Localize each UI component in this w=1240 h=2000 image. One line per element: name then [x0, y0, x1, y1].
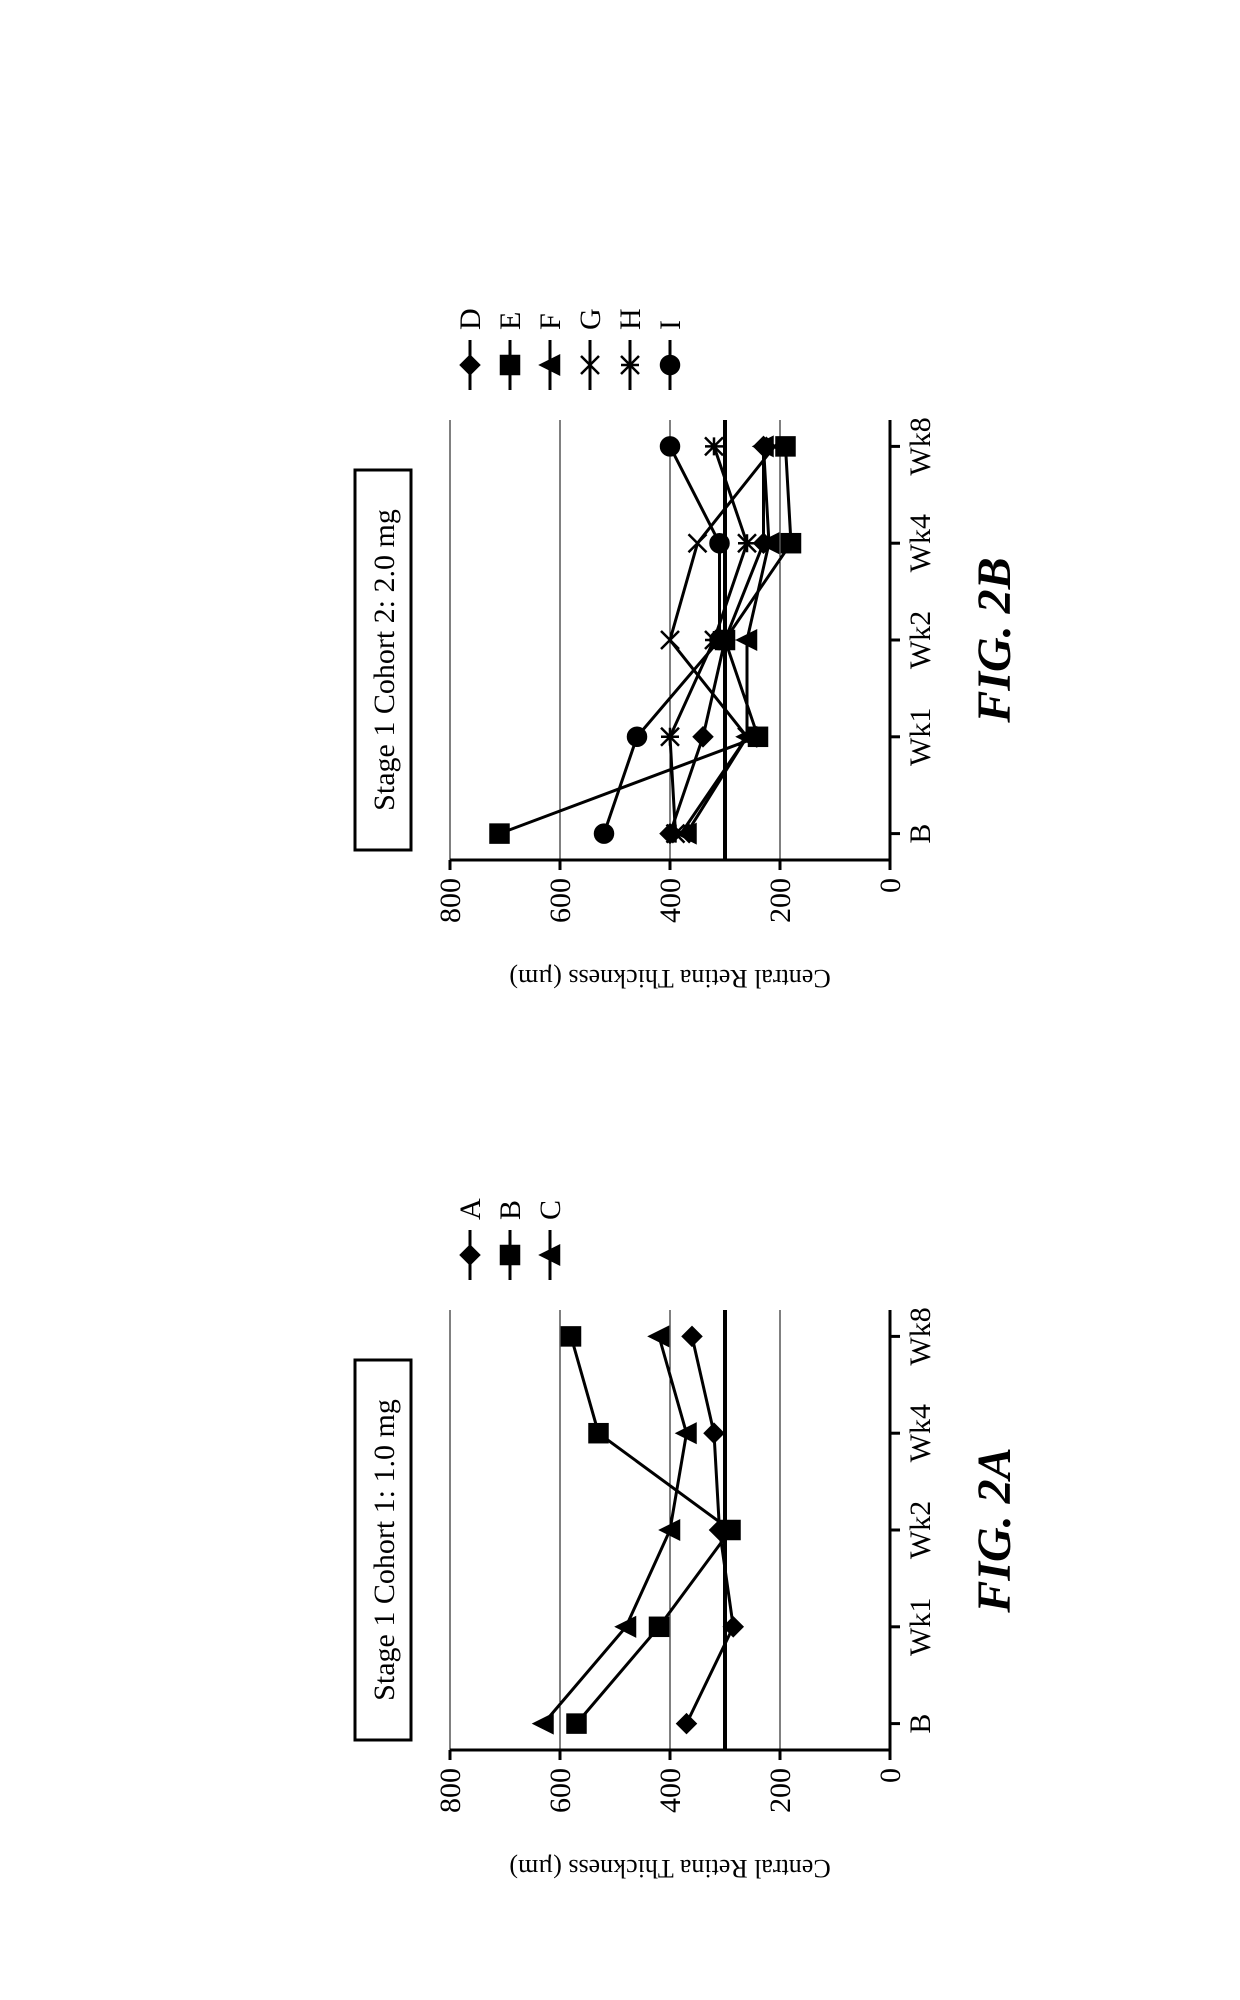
chartA-legend: ABC	[454, 1198, 567, 1280]
y-tick-label: 0	[874, 878, 907, 893]
y-tick-label: 600	[544, 1768, 577, 1813]
y-tick-label: 400	[654, 1768, 687, 1813]
chartB-title-box: Stage 1 Cohort 2: 2.0 mg	[355, 470, 411, 850]
x-tick-label: Wk4	[904, 514, 937, 572]
legend-label: G	[574, 308, 607, 330]
y-tick-label: 800	[434, 878, 467, 923]
x-tick-label: Wk1	[904, 1598, 937, 1656]
legend-label: B	[494, 1200, 527, 1220]
chartA-caption: FIG. 2A	[968, 1447, 1021, 1613]
legend-label: I	[654, 320, 687, 330]
y-tick-label: 200	[764, 1768, 797, 1813]
x-tick-label: Wk2	[904, 1501, 937, 1559]
y-tick-label: 800	[434, 1768, 467, 1813]
chartA-title-box: Stage 1 Cohort 1: 1.0 mg	[355, 1360, 411, 1740]
y-tick-label: 400	[654, 878, 687, 923]
series-line-I	[604, 446, 720, 833]
legend-label: D	[454, 308, 487, 330]
y-tick-label: 600	[544, 878, 577, 923]
legend-label: H	[614, 308, 647, 330]
chartB-title: Stage 1 Cohort 2: 2.0 mg	[368, 509, 401, 811]
chartB-legend: DEFGHI	[454, 308, 687, 390]
x-tick-label: Wk1	[904, 708, 937, 766]
x-tick-label: Wk8	[904, 417, 937, 475]
chartB-caption: FIG. 2B	[968, 557, 1021, 723]
x-tick-label: Wk8	[904, 1307, 937, 1365]
chartB-ylabel: Central Retina Thickness (µm)	[509, 964, 830, 993]
figure-svg: Stage 1 Cohort 1: 1.0 mg 0 200 400 600 800 B Wk…	[0, 0, 1240, 2000]
legend-label: A	[454, 1198, 487, 1220]
page: Stage 1 Cohort 1: 1.0 mg 0 200 400 600 800 B Wk…	[0, 0, 1240, 2000]
x-tick-label: B	[904, 824, 937, 844]
chartA-ylabel: Central Retina Thickness (µm)	[509, 1854, 830, 1883]
y-tick-label: 0	[874, 1768, 907, 1783]
y-tick-label: 200	[764, 878, 797, 923]
legend-label: F	[534, 313, 567, 330]
x-tick-label: B	[904, 1714, 937, 1734]
x-tick-label: Wk2	[904, 611, 937, 669]
chartA: Stage 1 Cohort 1: 1.0 mg 0 200 400 600 800 B Wk…	[355, 1198, 1021, 1883]
legend-label: E	[494, 312, 527, 330]
chartB: Stage 1 Cohort 2: 2.0 mg 0 200 400 600 800 B Wk…	[355, 308, 1021, 993]
legend-label: C	[534, 1200, 567, 1220]
x-tick-label: Wk4	[904, 1404, 937, 1462]
chartA-title: Stage 1 Cohort 1: 1.0 mg	[368, 1399, 401, 1701]
